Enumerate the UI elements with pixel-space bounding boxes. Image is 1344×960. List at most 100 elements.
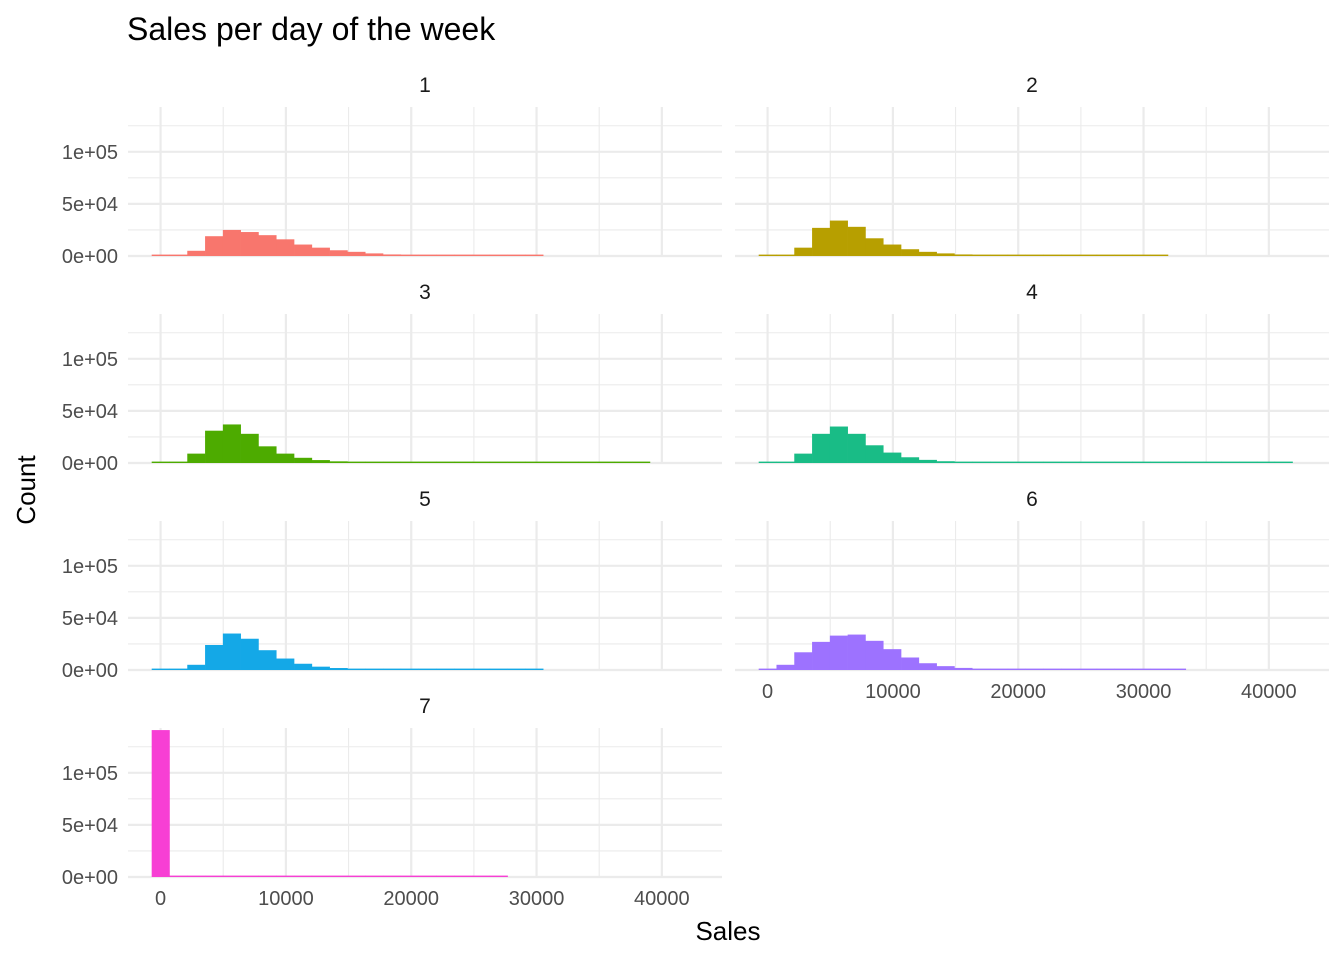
histogram-bar	[1114, 668, 1133, 670]
histogram-bar	[794, 453, 813, 463]
histogram-bar	[1025, 668, 1044, 670]
histogram-bar	[1150, 254, 1169, 256]
histogram-bar	[1203, 461, 1222, 463]
histogram-bar	[418, 254, 437, 256]
y-axis-title: Count	[11, 455, 41, 525]
histogram-bar	[454, 668, 473, 670]
histogram-bar	[418, 668, 437, 670]
histogram-bar	[901, 657, 920, 670]
histogram-bar	[1025, 461, 1044, 463]
y-tick-label: 5e+04	[62, 401, 118, 423]
histogram-bar	[436, 875, 455, 877]
histogram-bar	[454, 875, 473, 877]
histogram-bar	[258, 875, 277, 877]
histogram-bar	[1078, 668, 1098, 670]
histogram-bar	[1256, 461, 1276, 463]
y-tick-label: 1e+05	[62, 142, 118, 164]
histogram-bar	[400, 461, 419, 463]
y-tick-label: 5e+04	[62, 608, 118, 630]
histogram-bar	[972, 461, 991, 463]
histogram-bar	[294, 875, 313, 877]
histogram-bar	[632, 461, 651, 463]
y-tick-label: 5e+04	[62, 194, 118, 216]
histogram-bar	[471, 254, 491, 256]
histogram-bar	[240, 875, 259, 877]
histogram-bar	[471, 875, 491, 877]
y-tick-label: 0e+00	[62, 867, 118, 889]
histogram-bar	[383, 254, 402, 256]
histogram-bar	[222, 424, 241, 463]
histogram-bar	[1132, 668, 1151, 670]
histogram-bar	[471, 668, 491, 670]
histogram-bar	[990, 461, 1009, 463]
histogram-bar	[329, 668, 348, 670]
histogram-bar	[758, 254, 777, 256]
facet-strip-label: 2	[1026, 74, 1038, 97]
histogram-bar	[276, 875, 295, 877]
histogram-bar	[865, 238, 884, 256]
histogram-bar	[205, 875, 224, 877]
facet-panel-4: 4	[735, 281, 1329, 465]
histogram-bar	[311, 666, 330, 670]
histogram-bar	[936, 666, 955, 670]
histogram-bar	[400, 875, 419, 877]
x-tick-label: 40000	[1241, 681, 1297, 703]
histogram-bar	[347, 251, 366, 256]
facet-strip-label: 5	[419, 488, 431, 511]
histogram-bar	[151, 461, 170, 463]
histogram-bar	[507, 461, 526, 463]
histogram-bar	[794, 247, 813, 256]
histogram-bar	[918, 663, 937, 670]
histogram-bar	[1061, 254, 1080, 256]
histogram-bar	[258, 235, 277, 256]
histogram-bar	[1007, 668, 1026, 670]
histogram-bar	[489, 875, 508, 877]
histogram-bar	[276, 453, 295, 463]
x-axis-title: Sales	[695, 916, 760, 946]
histogram-bar	[294, 457, 313, 463]
histogram-bar	[169, 875, 188, 877]
histogram-bar	[829, 426, 848, 463]
histogram-bar	[1185, 461, 1204, 463]
y-tick-label: 1e+05	[62, 349, 118, 371]
histogram-bar	[365, 668, 384, 670]
histogram-bar	[776, 664, 795, 670]
histogram-bar	[169, 461, 188, 463]
histogram-bar	[847, 634, 866, 670]
histogram-bar	[507, 668, 526, 670]
histogram-bar	[1078, 461, 1098, 463]
histogram-bar	[187, 250, 206, 256]
histogram-bar	[1025, 254, 1044, 256]
histogram-bar	[883, 244, 902, 256]
histogram-bar	[222, 229, 241, 256]
histogram-bar	[489, 254, 508, 256]
histogram-bar	[1096, 668, 1115, 670]
histogram-bar	[311, 460, 330, 463]
histogram-bar	[187, 664, 206, 670]
x-tick-label: 0	[155, 888, 166, 910]
histogram-bar	[507, 254, 526, 256]
histogram-bar	[936, 461, 955, 463]
histogram-bar	[400, 254, 419, 256]
histogram-bar	[1096, 254, 1115, 256]
histogram-bar	[1150, 461, 1169, 463]
histogram-bar	[329, 250, 348, 256]
histogram-bar	[347, 668, 366, 670]
histogram-bar	[365, 875, 384, 877]
y-tick-label: 1e+05	[62, 763, 118, 785]
x-tick-label: 20000	[383, 888, 439, 910]
x-tick-label: 10000	[865, 681, 921, 703]
histogram-bar	[829, 635, 848, 670]
facet-panel-7: 7 0e+00 5e+04 1e+05 0 10000 20000 30000 40000	[62, 695, 722, 910]
histogram-bar	[972, 668, 991, 670]
histogram-bar	[1167, 668, 1187, 670]
x-tick-label: 30000	[1116, 681, 1172, 703]
y-tick-label: 1e+05	[62, 556, 118, 578]
histogram-bar	[865, 445, 884, 463]
histogram-bar	[847, 433, 866, 463]
histogram-bar	[365, 461, 384, 463]
histogram-bar	[776, 461, 795, 463]
histogram-bar	[847, 226, 866, 256]
x-tick-label: 30000	[509, 888, 565, 910]
